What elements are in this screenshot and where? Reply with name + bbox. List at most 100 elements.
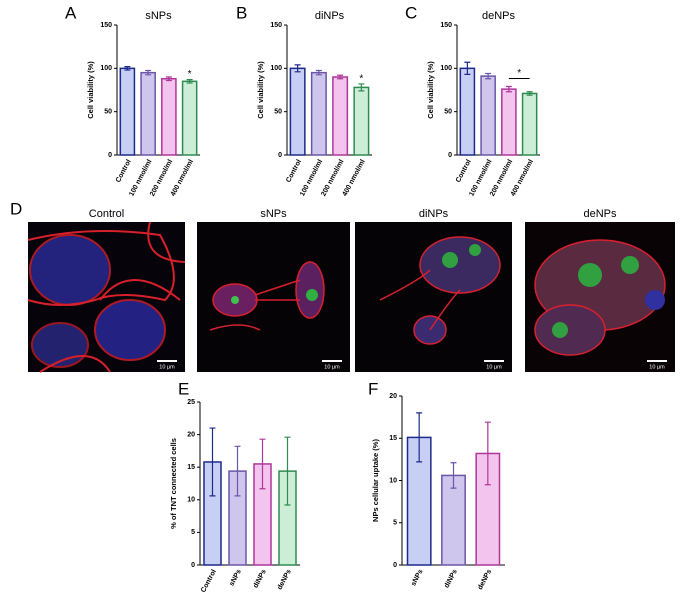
y-axis-label: % of TNT connected cells	[169, 438, 178, 529]
x-tick-label: deNPs	[477, 568, 493, 591]
y-tick-label: 150	[270, 22, 282, 29]
error-bar	[234, 445, 241, 497]
error-bar	[259, 438, 266, 490]
y-tick-label: 0	[278, 152, 282, 159]
error-bar	[124, 66, 131, 71]
y-tick-label: 20	[389, 393, 397, 400]
x-tick-label: diNPs	[443, 568, 459, 589]
y-tick-label: 15	[389, 435, 397, 442]
x-tick-label: Control	[455, 158, 473, 183]
y-tick-label: 0	[448, 152, 452, 159]
y-tick-label: 20	[187, 431, 195, 438]
y-axis-label: Cell viability (%)	[256, 61, 265, 119]
significance-mark: *	[188, 69, 192, 80]
y-tick-label: 0	[108, 152, 112, 159]
bar	[161, 77, 177, 156]
bar	[332, 76, 349, 156]
x-tick-label: 200 nmol/ml	[320, 158, 345, 197]
image-title: sNPs	[260, 208, 287, 220]
bar	[459, 67, 476, 156]
y-tick-label: 100	[270, 65, 282, 72]
error-bar	[416, 412, 423, 463]
x-tick-label: 100 nmol/ml	[299, 158, 324, 197]
x-tick-label: Control	[115, 158, 133, 183]
scale-bar-label: 10 µm	[324, 364, 340, 370]
bar	[310, 71, 327, 156]
chart-title: deNPs	[482, 10, 516, 22]
y-tick-label: 100	[100, 65, 112, 72]
error-bar	[165, 76, 172, 82]
chart-title: diNPs	[315, 10, 345, 22]
micrograph-panel: D	[10, 199, 675, 373]
error-bar	[505, 85, 512, 93]
error-bar	[337, 74, 344, 80]
error-bar	[484, 421, 491, 486]
significance-mark: *	[359, 74, 363, 85]
chart-title: sNPs	[145, 10, 172, 22]
y-tick-label: 5	[393, 520, 397, 527]
error-bar	[209, 427, 216, 497]
bar	[181, 80, 198, 156]
panel-letter: E	[178, 379, 189, 398]
y-tick-label: 10	[187, 497, 195, 504]
x-tick-label: deNPs	[276, 568, 292, 591]
micrograph-art	[534, 239, 666, 356]
y-tick-label: 150	[440, 22, 452, 29]
panel-letter: D	[10, 199, 22, 218]
error-bar	[145, 69, 152, 76]
y-tick-label: 5	[191, 529, 195, 536]
bar	[441, 474, 466, 566]
y-axis-label: Cell viability (%)	[86, 61, 95, 119]
scale-bar-label: 10 µm	[159, 364, 175, 370]
x-tick-label: sNPs	[410, 568, 424, 587]
micrograph-art	[27, 221, 186, 373]
error-bar	[186, 79, 193, 84]
bar	[119, 67, 136, 156]
panel-letter: C	[405, 3, 417, 22]
x-tick-label: 400 nmol/ml	[342, 158, 367, 197]
error-bar	[294, 64, 301, 73]
panel-letter: F	[368, 379, 378, 398]
micrograph-art	[209, 261, 325, 331]
error-bar	[450, 462, 457, 489]
y-tick-label: 25	[187, 399, 195, 406]
image-title: Control	[89, 208, 124, 220]
x-tick-label: Control	[200, 568, 218, 593]
x-tick-label: Control	[285, 158, 303, 183]
y-tick-label: 50	[274, 109, 282, 116]
panel-letter: A	[65, 3, 77, 22]
y-tick-label: 0	[191, 562, 195, 569]
significance-mark: *	[517, 68, 521, 79]
bar	[521, 92, 538, 156]
scale-bar-label: 10 µm	[649, 364, 665, 370]
error-bar	[485, 72, 492, 80]
error-bar	[526, 91, 533, 96]
y-tick-label: 50	[444, 109, 452, 116]
y-axis-label: NPs cellular uptake (%)	[371, 439, 380, 522]
image-title: deNPs	[583, 208, 617, 220]
y-tick-label: 10	[389, 477, 397, 484]
bar	[501, 88, 517, 156]
error-bar	[358, 83, 365, 92]
y-tick-label: 15	[187, 464, 195, 471]
bar	[289, 67, 306, 156]
x-tick-label: sNPs	[228, 568, 242, 587]
image-title: diNPs	[419, 208, 449, 220]
panel-letter: B	[236, 3, 247, 22]
bar	[140, 71, 156, 156]
x-tick-label: 400 nmol/ml	[510, 158, 535, 197]
y-tick-label: 150	[100, 22, 112, 29]
x-tick-label: 400 nmol/ml	[170, 158, 195, 197]
y-tick-label: 50	[104, 109, 112, 116]
micrograph-art	[379, 236, 501, 345]
error-bar	[284, 436, 291, 506]
y-tick-label: 0	[393, 562, 397, 569]
error-bar	[464, 61, 471, 75]
bar	[353, 86, 370, 156]
y-tick-label: 100	[440, 65, 452, 72]
bar	[480, 75, 496, 156]
x-tick-label: diNPs	[252, 568, 268, 589]
scale-bar-label: 10 µm	[486, 364, 502, 370]
y-axis-label: Cell viability (%)	[426, 61, 435, 119]
